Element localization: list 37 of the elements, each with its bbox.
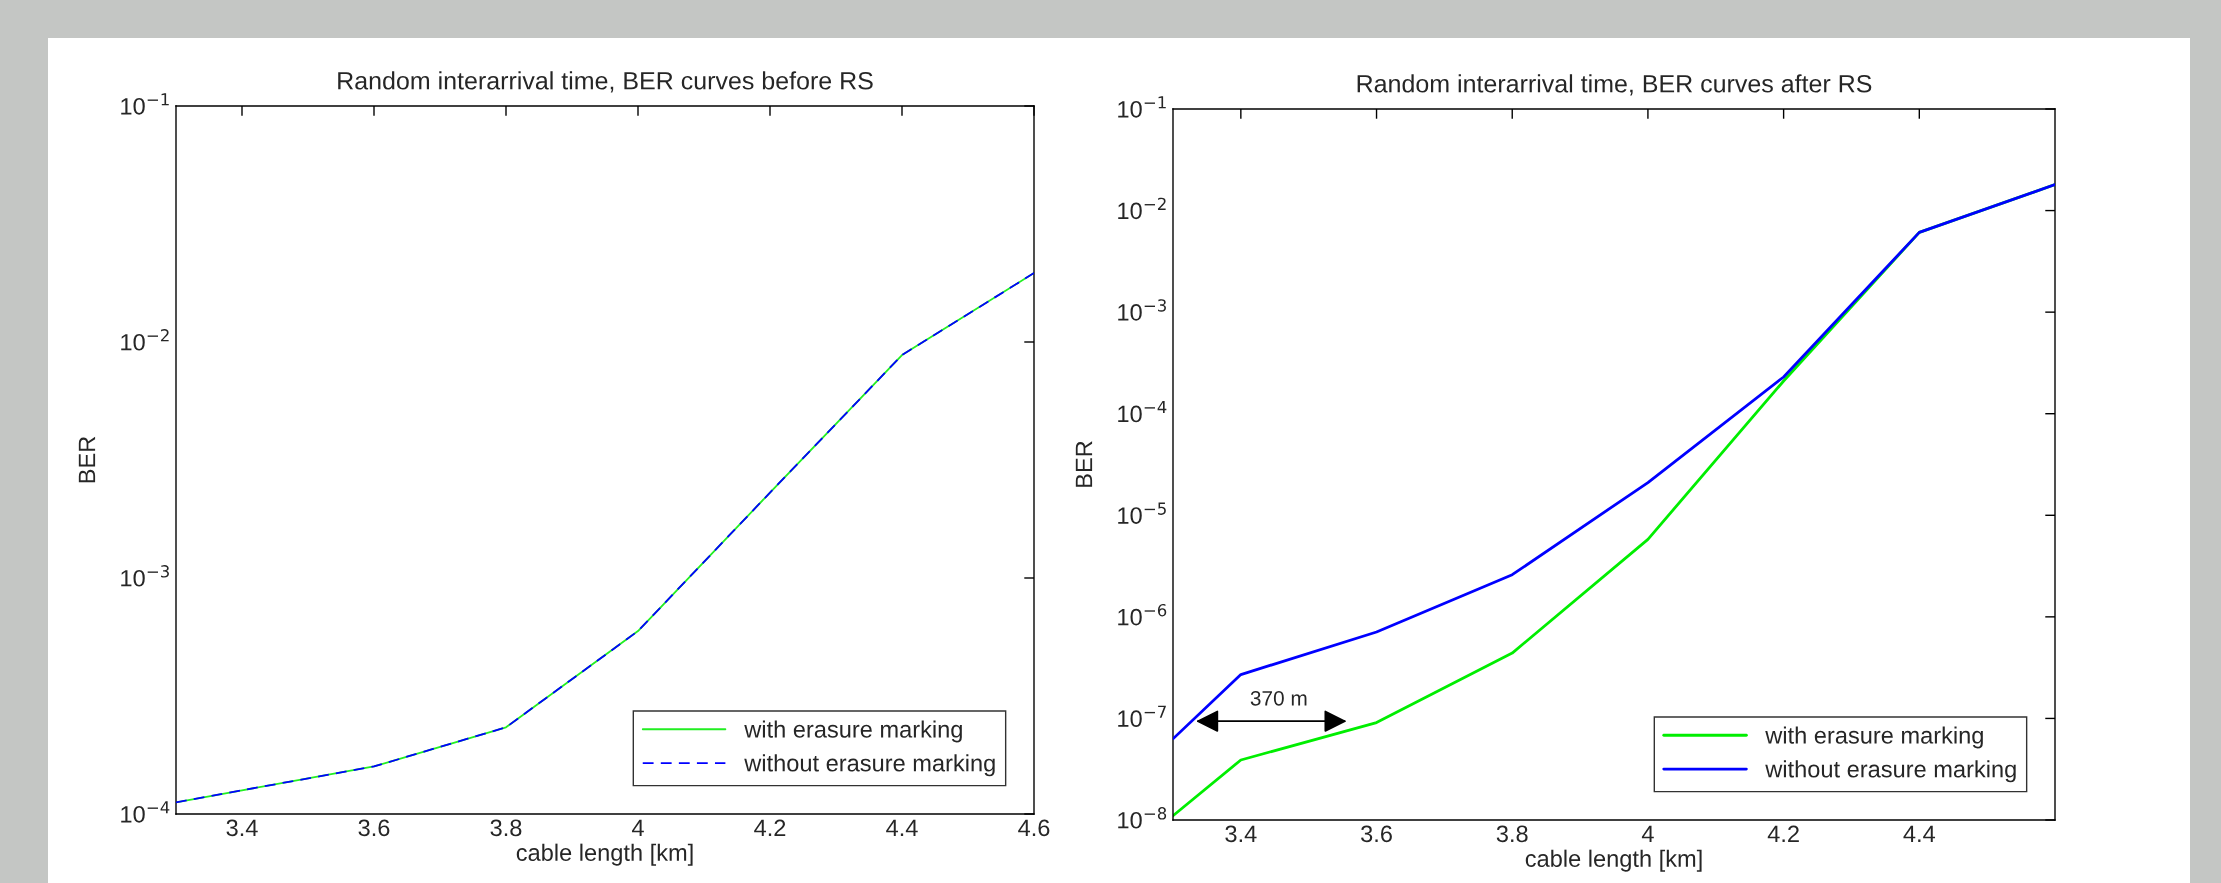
legend-label: with erasure marking (1765, 726, 1983, 749)
x-tick-label: 3.4 (226, 819, 258, 837)
x-tick-label: 3.6 (358, 819, 390, 837)
y-tick-label: 10$^{−8}$ (1118, 807, 1167, 829)
y-tick-label: 10$^{−4}$ (121, 801, 170, 823)
y-tick-label: 10$^{−3}$ (121, 565, 169, 587)
legend-label: without erasure marking (744, 754, 995, 777)
chart-title: Random interarrival time, BER curves after RS (1357, 74, 1872, 96)
y-tick-label: 10$^{−6}$ (1118, 603, 1167, 626)
x-tick-label: 4 (1641, 825, 1654, 842)
x-tick-label: 3.8 (490, 819, 522, 837)
x-tick-label: 4.2 (1767, 825, 1799, 842)
x-tick-label: 4.4 (886, 819, 918, 836)
x-axis-title: cable length [km] (516, 843, 693, 866)
y-tick-label: 10$^{−3}$ (1118, 299, 1166, 321)
x-tick-label: 3.4 (1225, 825, 1257, 843)
x-tick-label: 3.6 (1361, 825, 1392, 843)
x-tick-label: 4.6 (1018, 819, 1050, 837)
x-axis-title: cable length [km] (1525, 849, 1702, 872)
y-tick-label: 10$^{−2}$ (1118, 197, 1166, 220)
y-tick-label: 10$^{−4}$ (1118, 401, 1167, 423)
y-tick-label: 10$^{−1}$ (1118, 96, 1166, 118)
x-tick-label: 4 (631, 819, 644, 836)
legend-label: without erasure marking (1765, 760, 2016, 783)
line-series (176, 272, 1034, 804)
y-tick-label: 10$^{−1}$ (121, 93, 169, 115)
y-axis-title: BER (78, 436, 96, 483)
y-tick-label: 10$^{−5}$ (1118, 502, 1166, 524)
y-tick-label: 10$^{−7}$ (1118, 705, 1166, 728)
x-tick-label: 4.4 (1903, 825, 1936, 842)
y-axis-title: BER (1075, 441, 1093, 487)
legend-label: with erasure marking (744, 720, 962, 743)
chart-title: Random interarrival time, BER curves before RS (338, 71, 873, 93)
x-tick-label: 3.8 (1496, 825, 1528, 843)
annotation: 370 m (1250, 690, 1307, 706)
y-tick-label: 10$^{−2}$ (121, 329, 169, 351)
x-tick-label: 4.2 (754, 819, 786, 836)
